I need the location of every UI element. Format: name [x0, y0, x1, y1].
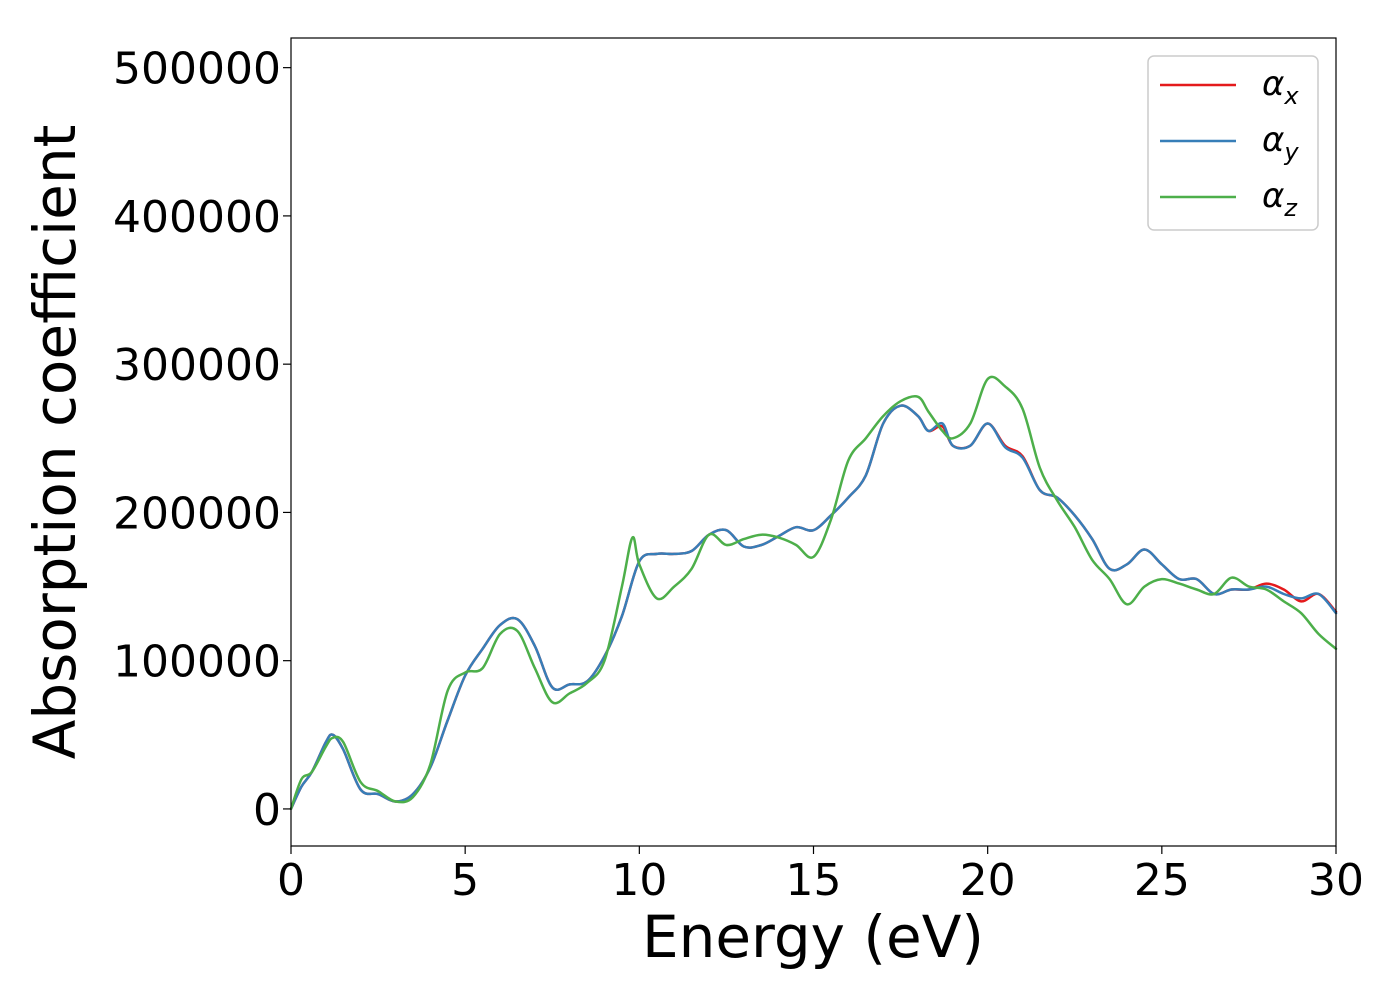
x-tick-label: 5 [451, 855, 479, 906]
legend-box [1147, 55, 1319, 231]
y-tick-label: 100000 [113, 637, 281, 688]
y-axis: 0 100000 200000 300000 400000 500000 [113, 44, 291, 836]
x-tick-label: 0 [277, 855, 305, 906]
y-tick-label: 0 [253, 785, 281, 836]
series-layer [289, 375, 1338, 811]
x-axis-title: Energy (eV) [642, 903, 984, 971]
y-tick-label: 200000 [113, 488, 281, 539]
series-line-alpha-z [289, 375, 1338, 811]
x-axis: 0 5 10 15 20 25 30 [277, 846, 1364, 906]
y-tick-label: 300000 [113, 340, 281, 391]
x-tick-label: 30 [1308, 855, 1364, 906]
y-tick-label: 400000 [113, 192, 281, 243]
x-tick-label: 15 [786, 855, 842, 906]
y-axis-title: Absorption coefficient [21, 125, 89, 760]
x-tick-label: 25 [1134, 855, 1190, 906]
series-line-alpha-y [289, 404, 1338, 811]
x-tick-label: 10 [611, 855, 667, 906]
x-tick-label: 20 [960, 855, 1016, 906]
y-tick-label: 500000 [113, 44, 281, 95]
